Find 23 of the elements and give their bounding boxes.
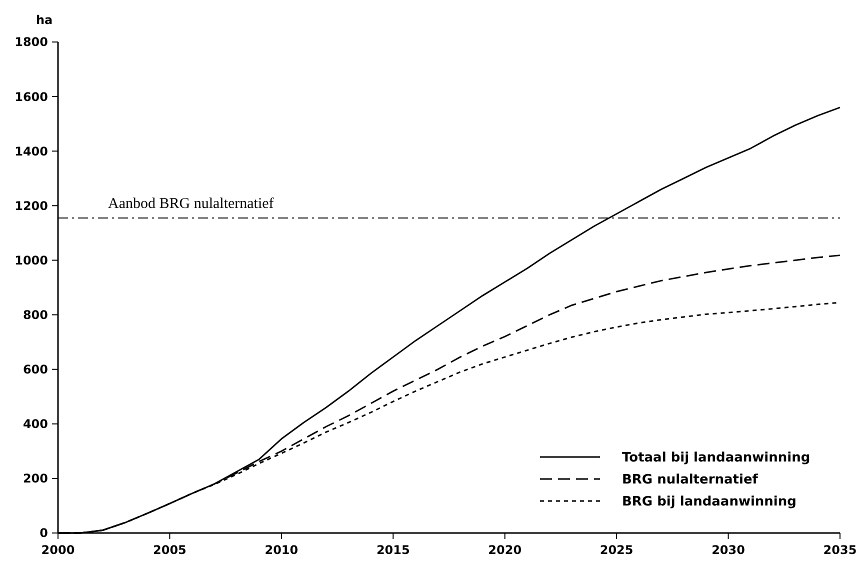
x-tick-label: 2030 — [712, 543, 745, 557]
y-axis-title: ha — [36, 13, 53, 27]
x-tick-label: 2005 — [153, 543, 186, 557]
x-tick-label: 2015 — [376, 543, 410, 557]
y-tick-label: 1200 — [14, 198, 48, 213]
x-tick-label: 2010 — [264, 543, 298, 557]
y-tick-label: 1400 — [14, 144, 48, 158]
y-tick-label: 1800 — [14, 35, 48, 50]
x-tick-label: 2020 — [488, 543, 522, 557]
x-tick-label: 2035 — [823, 543, 857, 557]
x-tick-label: 2025 — [600, 543, 634, 557]
legend-label: Totaal bij landaanwinning — [622, 450, 810, 466]
y-tick-label: 800 — [22, 308, 48, 322]
legend-label: BRG bij landaanwinning — [622, 494, 796, 510]
y-tick-label: 0 — [40, 526, 48, 540]
y-tick-label: 200 — [22, 472, 48, 486]
legend-label: BRG nulalternatief — [622, 472, 758, 488]
y-tick-label: 600 — [22, 362, 48, 377]
ref-line-label: Aanbod BRG nulalternatief — [108, 196, 274, 212]
y-tick-label: 400 — [22, 417, 48, 432]
y-tick-label: 1000 — [14, 253, 48, 268]
x-tick-label: 2000 — [41, 543, 75, 557]
y-tick-label: 1600 — [14, 90, 48, 104]
